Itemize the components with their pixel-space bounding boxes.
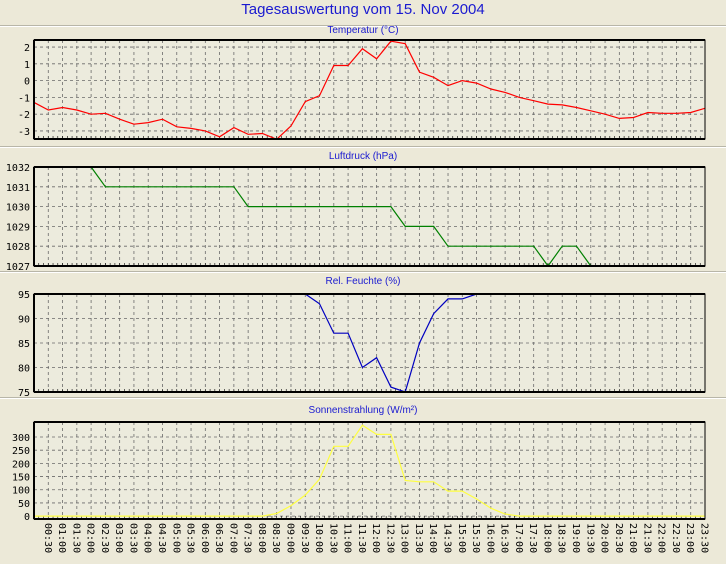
x-tick-label: 15:00 — [456, 523, 467, 553]
x-tick-label: 00:30 — [42, 523, 53, 553]
y-tick-label: 1 — [24, 60, 30, 71]
x-tick-label: 07:00 — [227, 523, 238, 553]
x-tick-label: 09:30 — [299, 523, 310, 553]
x-tick-label: 01:00 — [56, 523, 67, 553]
x-tick-label: 19:00 — [570, 523, 581, 553]
series-line — [304, 293, 477, 393]
y-tick-label: 50 — [18, 499, 30, 510]
divider — [0, 25, 726, 27]
x-tick-label: 05:30 — [185, 523, 196, 553]
y-tick-label: -2 — [18, 110, 30, 121]
x-tick-label: 06:30 — [213, 523, 224, 553]
y-tick-label: 95 — [18, 290, 30, 301]
x-tick-label: 16:30 — [499, 523, 510, 553]
x-tick-label: 17:30 — [527, 523, 538, 553]
y-tick-label: 90 — [18, 315, 30, 326]
x-tick-label: 16:00 — [484, 523, 495, 553]
x-tick-label: 15:30 — [470, 523, 481, 553]
x-tick-label: 22:30 — [670, 523, 681, 553]
x-tick-label: 11:00 — [342, 523, 353, 553]
y-tick-label: 150 — [12, 473, 30, 484]
divider — [0, 397, 726, 399]
x-tick-label: 23:30 — [699, 523, 710, 553]
x-tick-label: 10:00 — [313, 523, 324, 553]
y-tick-label: 1031 — [6, 183, 30, 194]
x-tick-label: 04:30 — [156, 523, 167, 553]
x-tick-label: 18:00 — [541, 523, 552, 553]
x-tick-label: 14:30 — [442, 523, 453, 553]
chart-temperature: -3 -2 -1 0 1 2 — [18, 39, 706, 140]
y-tick-label: 2 — [24, 43, 30, 54]
x-tick-label: 12:30 — [384, 523, 395, 553]
series-line — [90, 166, 592, 267]
y-tick-label: 1030 — [6, 203, 30, 214]
x-tick-label: 08:30 — [270, 523, 281, 553]
x-tick-label: 02:00 — [85, 523, 96, 553]
chart-title-temperature: Temperatur (°C) — [327, 25, 399, 36]
x-tick-label: 07:30 — [242, 523, 253, 553]
chart-solar: 0 50 100 150 200 250 300 — [12, 421, 706, 523]
x-tick-label: 17:00 — [513, 523, 524, 553]
x-tick-label: 04:00 — [142, 523, 153, 553]
x-tick-label: 10:30 — [327, 523, 338, 553]
x-tick-label: 20:30 — [613, 523, 624, 553]
page-title: Tagesauswertung vom 15. Nov 2004 — [241, 1, 485, 18]
y-tick-label: 200 — [12, 459, 30, 470]
plot-area — [34, 422, 705, 519]
x-tick-label: 22:00 — [656, 523, 667, 553]
chart-title-solar: Sonnenstrahlung (W/m²) — [308, 405, 418, 416]
x-tick-label: 08:00 — [256, 523, 267, 553]
x-tick-label: 18:30 — [556, 523, 567, 553]
y-tick-label: 1029 — [6, 222, 30, 233]
y-tick-label: 1027 — [6, 262, 30, 273]
chart-title-pressure: Luftdruck (hPa) — [328, 151, 398, 162]
y-tick-label: 0 — [24, 512, 30, 523]
x-tick-label: 03:00 — [113, 523, 124, 553]
chart-pressure: 1027 1028 1029 1030 1031 1032 — [6, 163, 706, 273]
chart-humidity: 75 80 85 90 95 — [18, 290, 706, 399]
x-tick-label: 19:30 — [584, 523, 595, 553]
x-tick-label: 11:30 — [356, 523, 367, 553]
x-tick-label: 06:00 — [199, 523, 210, 553]
x-tick-label: 01:30 — [70, 523, 81, 553]
y-tick-label: 80 — [18, 364, 30, 375]
y-tick-label: 75 — [18, 388, 30, 399]
x-tick-label: 12:00 — [370, 523, 381, 553]
y-tick-label: 300 — [12, 433, 30, 444]
y-tick-label: 100 — [12, 486, 30, 497]
y-tick-label: -3 — [18, 127, 30, 138]
x-tick-label: 14:00 — [427, 523, 438, 553]
x-tick-label: 05:00 — [170, 523, 181, 553]
y-tick-label: 85 — [18, 339, 30, 350]
divider — [0, 146, 726, 148]
x-tick-label: 21:00 — [627, 523, 638, 553]
x-tick-label: 02:30 — [99, 523, 110, 553]
series-line — [34, 424, 705, 517]
y-tick-label: 250 — [12, 446, 30, 457]
chart-title-humidity: Rel. Feuchte (%) — [325, 276, 401, 287]
series-line — [34, 40, 705, 140]
y-tick-label: 1032 — [6, 163, 30, 174]
x-tick-label: 23:00 — [684, 523, 695, 553]
y-tick-label: 1028 — [6, 242, 30, 253]
x-tick-label: 03:30 — [127, 523, 138, 553]
x-tick-label: 13:00 — [399, 523, 410, 553]
y-tick-label: 0 — [24, 77, 30, 88]
y-tick-label: -1 — [18, 93, 30, 104]
x-tick-label: 21:30 — [641, 523, 652, 553]
x-tick-label: 09:00 — [284, 523, 295, 553]
x-tick-label: 13:30 — [413, 523, 424, 553]
x-tick-label: 20:00 — [599, 523, 610, 553]
plot-area — [34, 167, 705, 266]
divider — [0, 271, 726, 273]
